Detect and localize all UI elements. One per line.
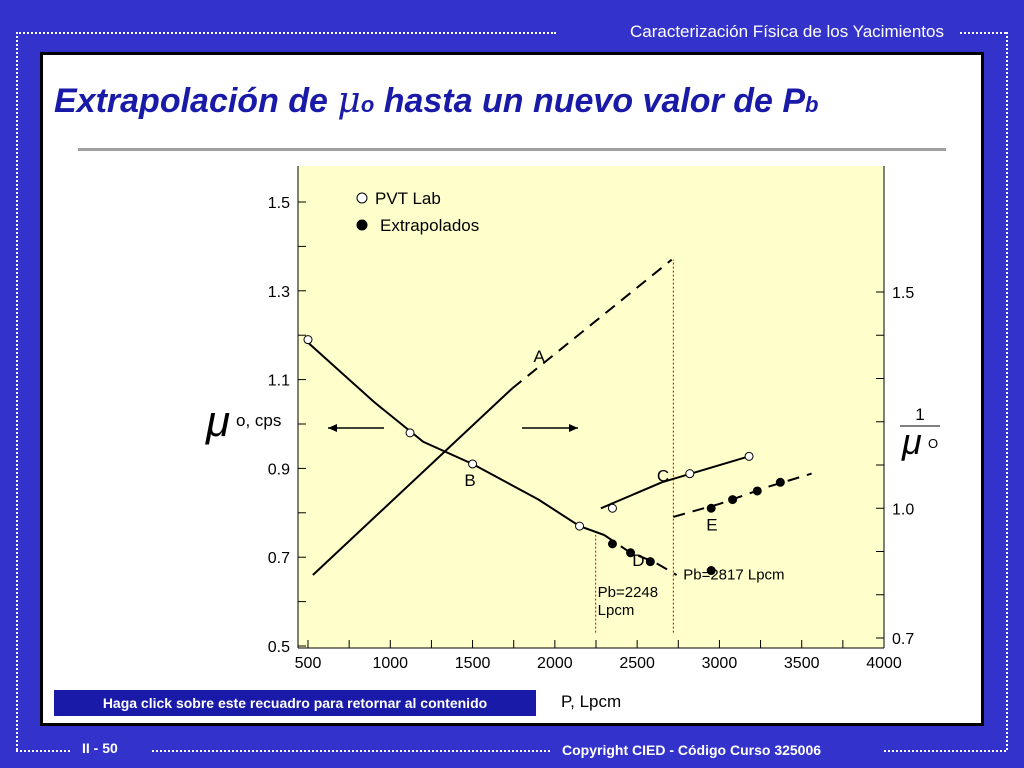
header-dotted-rule-left — [16, 32, 556, 34]
extrapolated-point — [706, 503, 716, 513]
pb-annotation: Pb=2817 Lpcm — [683, 566, 784, 583]
annotation-b: B — [464, 471, 475, 490]
legend-open-marker — [356, 192, 368, 204]
legend-pvt-lab: PVT Lab — [375, 189, 441, 208]
x-axis-label: P, Lpcm — [561, 692, 622, 711]
annotation-d: D — [632, 551, 644, 570]
y-left-tick-label: 1.1 — [268, 373, 290, 390]
annotation-c: C — [657, 467, 669, 486]
pvt-lab-point — [685, 469, 695, 479]
pvt-lab-point — [744, 451, 754, 461]
title-mu-symbol: μ — [337, 80, 361, 121]
y-left-tick-label: 0.5 — [268, 639, 290, 656]
title-pre: Extrapolación de — [54, 82, 338, 120]
extrapolated-point — [607, 539, 617, 549]
slide-title: Extrapolación de μo hasta un nuevo valor… — [54, 80, 819, 121]
y-left-label-symbol: μ — [205, 397, 230, 446]
curve-mu-extrap — [603, 534, 678, 576]
arrow-right-head — [569, 424, 578, 432]
pvt-lab-point — [303, 335, 313, 345]
y-left-tick-label: 1.5 — [268, 195, 290, 212]
curve-line-A-dashed — [511, 258, 673, 390]
pb-annotation: Pb=2248 — [598, 584, 658, 601]
legend-extrapolados: Extrapolados — [380, 216, 479, 235]
x-tick-label: 3000 — [702, 655, 738, 672]
footer-dotted-rule-right — [884, 750, 1006, 752]
return-to-contents-button[interactable]: Haga click sobre este recuadro para reto… — [52, 688, 538, 718]
pvt-lab-point — [607, 503, 617, 513]
arrow-left-head — [328, 424, 337, 432]
extrapolated-point — [645, 557, 655, 567]
curve-line-A-solid — [312, 387, 513, 576]
title-mu-subscript: o — [360, 92, 375, 117]
x-tick-label: 4000 — [866, 655, 902, 672]
y-right-label-symbol: μ — [901, 421, 922, 462]
pb-annotation: Lpcm — [598, 602, 635, 619]
extrapolated-point — [706, 566, 716, 576]
y-left-tick-label: 0.7 — [268, 550, 290, 567]
title-post: hasta un nuevo valor de P — [374, 82, 806, 120]
y-left-tick-label: 0.9 — [268, 461, 290, 478]
x-tick-label: 3500 — [784, 655, 820, 672]
frame-dotted-right — [1006, 32, 1008, 750]
copyright-text: Copyright CIED - Código Curso 325006 — [562, 742, 822, 758]
x-tick-label: 1500 — [455, 655, 491, 672]
legend-filled-marker — [356, 219, 368, 231]
header-course-title: Caracterización Física de los Yacimiento… — [629, 22, 944, 41]
y-right-tick-label: 1.5 — [892, 285, 914, 302]
y-left-label-text: o, cps — [236, 411, 281, 430]
plot-area — [298, 166, 884, 648]
y-right-tick-label: 1.0 — [892, 501, 914, 518]
pvt-lab-point — [405, 428, 415, 438]
extrapolated-point — [626, 548, 636, 558]
header-dotted-rule-right — [960, 32, 1006, 34]
footer-dotted-rule-left — [16, 750, 70, 752]
title-p-subscript: b — [805, 92, 819, 117]
extrapolated-point — [752, 486, 762, 496]
y-right-tick-label: 0.7 — [892, 631, 914, 648]
frame-dotted-left — [16, 32, 18, 750]
pvt-lab-point — [468, 459, 478, 469]
x-tick-label: 2500 — [619, 655, 655, 672]
y-left-tick-label: 1.3 — [268, 284, 290, 301]
extrapolated-point — [728, 495, 738, 505]
x-tick-label: 500 — [295, 655, 322, 672]
y-right-label-numerator: 1 — [915, 405, 924, 424]
footer-dotted-rule-mid — [152, 750, 550, 752]
title-underline — [78, 148, 946, 151]
x-tick-label: 1000 — [372, 655, 408, 672]
annotation-a: A — [533, 347, 545, 366]
curve-inv-mu-lab — [600, 455, 750, 510]
annotation-e: E — [706, 516, 717, 535]
extrapolated-point — [775, 477, 785, 487]
y-right-label-sub: O — [928, 436, 938, 451]
x-tick-label: 2000 — [537, 655, 573, 672]
pvt-lab-point — [575, 521, 585, 531]
page-number: II - 50 — [82, 740, 118, 756]
curve-inv-mu-extrap — [673, 472, 812, 518]
